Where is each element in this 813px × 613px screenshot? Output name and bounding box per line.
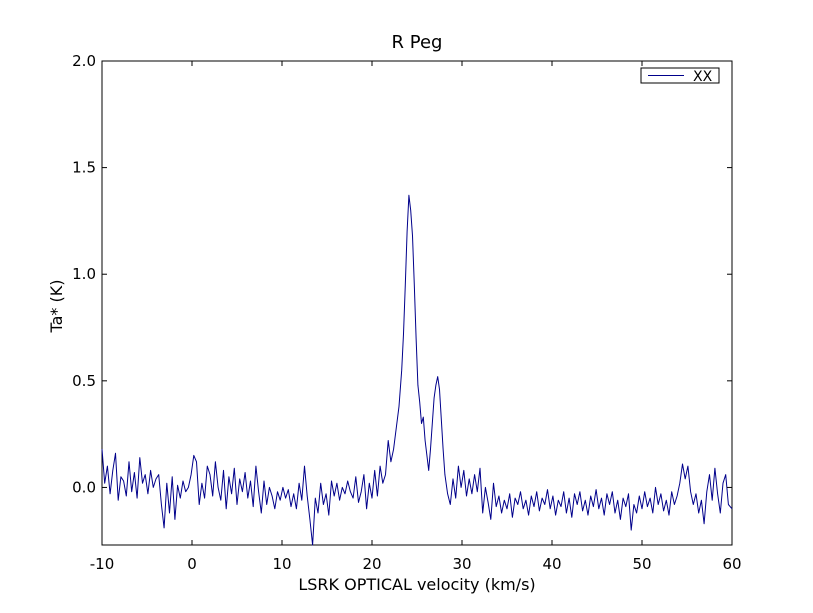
x-tick-label: 60	[722, 555, 741, 573]
y-tick-label: 1.5	[72, 159, 96, 177]
x-tick-label: 30	[452, 555, 471, 573]
x-tick-label: 50	[632, 555, 651, 573]
chart-title: R Peg	[392, 32, 443, 53]
x-tick-label: 40	[542, 555, 561, 573]
legend-label: XX	[693, 69, 713, 85]
x-axis: -10 0 10 20 30 40 50 60	[90, 61, 742, 573]
series-line-xx	[101, 194, 733, 546]
x-tick-label: 10	[272, 555, 291, 573]
x-tick-label: -10	[90, 555, 115, 573]
legend: XX	[640, 67, 720, 85]
x-tick-label: 20	[362, 555, 381, 573]
y-axis: 0.0 0.5 1.0 1.5 2.0	[72, 52, 732, 496]
y-tick-label: 2.0	[72, 52, 96, 70]
x-axis-label: LSRK OPTICAL velocity (km/s)	[298, 575, 535, 594]
y-tick-label: 1.0	[72, 265, 96, 283]
y-axis-label: Ta* (K)	[47, 280, 66, 334]
x-tick-label: 0	[187, 555, 197, 573]
y-tick-label: 0.0	[72, 478, 96, 496]
y-tick-label: 0.5	[72, 372, 96, 390]
plot-frame	[101, 60, 733, 546]
plot-area	[101, 60, 733, 546]
